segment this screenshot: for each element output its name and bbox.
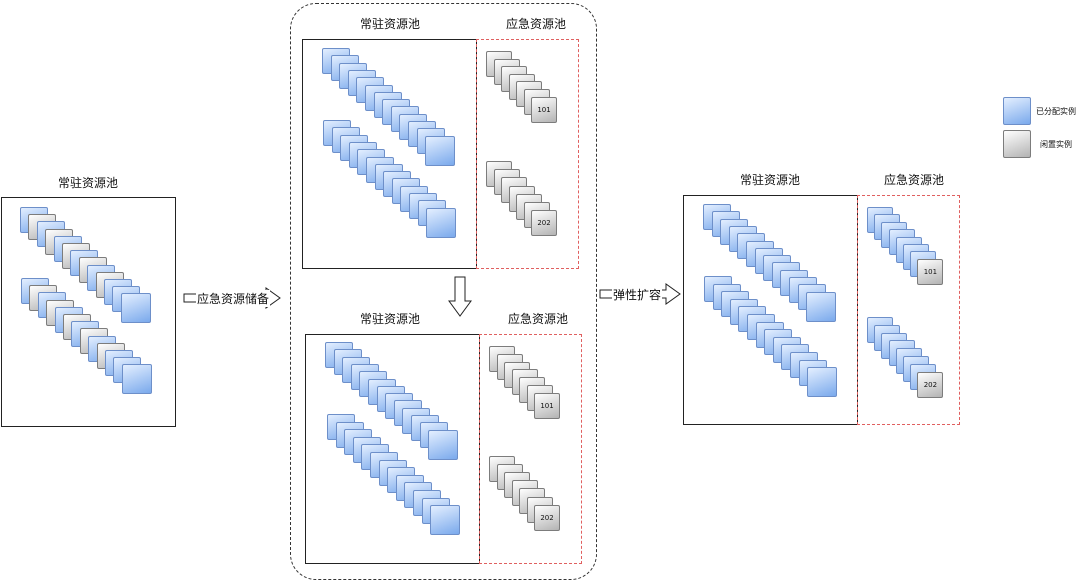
instance-square-front [426, 207, 457, 238]
instance-number: 101 [540, 401, 554, 410]
middle-process-container [290, 3, 597, 580]
instance-square-front: 101 [917, 258, 944, 285]
instance-square-front: 101 [534, 392, 560, 419]
arrow-down-icon [448, 276, 472, 317]
instance-square-front: 202 [917, 371, 944, 398]
middle-bottom-resident-pool-title: 常驻资源池 [359, 312, 420, 326]
arrow-label-elastic-scaling: 弹性扩容 [612, 286, 663, 303]
middle-top-resident-pool-title: 常驻资源池 [359, 17, 420, 31]
left-resident-pool-box [1, 197, 176, 427]
right-emergency-pool-box [857, 195, 960, 425]
instance-square-front [425, 135, 456, 166]
instance-square-front [806, 291, 837, 322]
instance-square-front: 202 [534, 504, 560, 531]
instance-square-front [430, 505, 461, 536]
instance-number: 202 [923, 380, 938, 389]
right-resident-pool-title: 常驻资源池 [739, 173, 800, 187]
instance-square-front [121, 364, 152, 395]
instance-square-front [807, 367, 838, 398]
instance-number: 101 [923, 267, 938, 276]
legend-allocated-swatch [1003, 97, 1031, 125]
instance-square-front: 202 [531, 210, 557, 237]
legend-allocated-label: 已分配实例 [1036, 107, 1076, 116]
middle-bottom-emergency-pool-title: 应急资源池 [507, 312, 568, 326]
legend-idle-swatch [1003, 130, 1031, 158]
instance-number: 202 [537, 219, 551, 228]
instance-square-front [120, 293, 151, 324]
arrow-label-emergency-reserve: 应急资源储备 [196, 290, 271, 307]
right-emergency-pool-title: 应急资源池 [883, 173, 944, 187]
left-resident-pool-title: 常驻资源池 [57, 176, 118, 190]
instance-square-front [428, 429, 459, 460]
middle-bottom-emergency-pool-box [479, 334, 582, 564]
instance-number: 202 [540, 513, 554, 522]
instance-square-front: 101 [531, 96, 557, 123]
instance-number: 101 [537, 105, 551, 114]
middle-top-emergency-pool-box [476, 39, 579, 269]
legend-idle-label: 闲置实例 [1040, 140, 1072, 149]
middle-top-emergency-pool-title: 应急资源池 [505, 17, 566, 31]
